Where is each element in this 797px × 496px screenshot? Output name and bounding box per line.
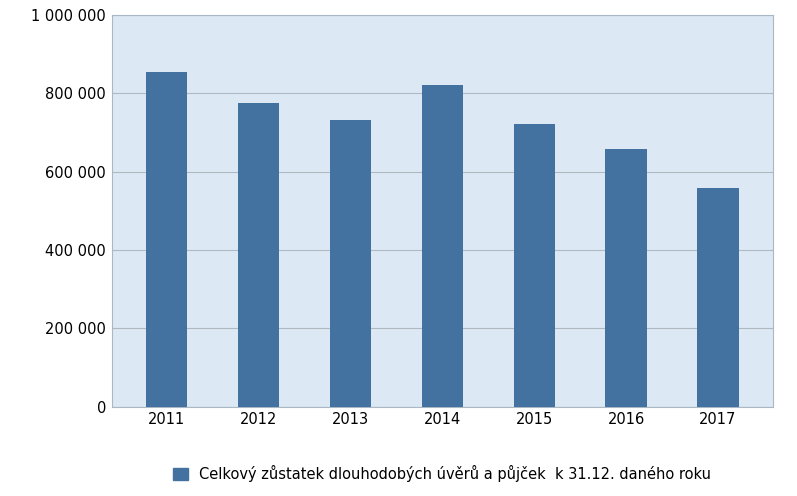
Bar [422, 85, 463, 407]
Bar [330, 120, 371, 407]
Bar [238, 103, 279, 407]
Bar [697, 188, 739, 407]
Legend: Celkový zůstatek dlouhodobých úvěrů a půjček  k 31.12. daného roku: Celkový zůstatek dlouhodobých úvěrů a pů… [173, 465, 712, 482]
Bar [146, 72, 187, 407]
Bar [606, 149, 646, 407]
Bar [513, 124, 555, 407]
